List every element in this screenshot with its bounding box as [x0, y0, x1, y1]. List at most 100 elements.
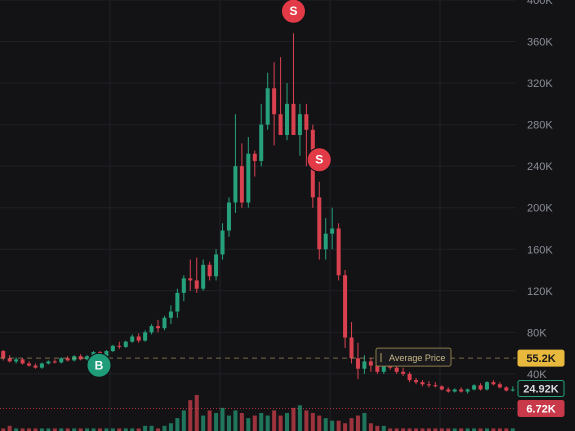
- candle-body: [291, 103, 296, 136]
- candle[interactable]: [265, 72, 270, 130]
- candle[interactable]: [246, 137, 251, 208]
- candle[interactable]: [123, 340, 128, 348]
- candle[interactable]: [426, 381, 431, 388]
- candle[interactable]: [285, 83, 290, 141]
- candle-body: [123, 341, 128, 347]
- candle[interactable]: [207, 261, 212, 281]
- candle[interactable]: [136, 333, 141, 343]
- candle[interactable]: [59, 357, 64, 364]
- sell-marker[interactable]: S: [306, 147, 332, 173]
- candle[interactable]: [188, 259, 193, 291]
- candle[interactable]: [39, 362, 44, 369]
- candle[interactable]: [117, 341, 122, 349]
- candle[interactable]: [343, 270, 348, 348]
- candle[interactable]: [65, 356, 70, 362]
- candle[interactable]: [323, 218, 328, 260]
- volume-bar: [1, 428, 6, 431]
- candle[interactable]: [233, 114, 238, 213]
- candle[interactable]: [510, 386, 515, 392]
- candle[interactable]: [317, 181, 322, 260]
- candle[interactable]: [7, 355, 12, 363]
- price-tick-label: 80K: [527, 327, 547, 339]
- candle[interactable]: [181, 275, 186, 302]
- candle[interactable]: [220, 223, 225, 260]
- candle[interactable]: [336, 223, 341, 281]
- price-tags: 55.2K 24.92K 6.72K: [517, 349, 565, 417]
- candle[interactable]: [33, 363, 38, 369]
- candle[interactable]: [355, 342, 360, 380]
- candle[interactable]: [110, 344, 115, 353]
- candle[interactable]: [465, 388, 470, 394]
- candle[interactable]: [85, 355, 90, 361]
- candle-body: [110, 345, 115, 352]
- candle[interactable]: [20, 358, 25, 365]
- candle[interactable]: [46, 360, 51, 365]
- candle[interactable]: [27, 361, 32, 367]
- candle[interactable]: [1, 349, 6, 361]
- candle-body: [27, 363, 32, 366]
- candle[interactable]: [420, 380, 425, 387]
- candle[interactable]: [401, 367, 406, 376]
- candle[interactable]: [446, 387, 451, 393]
- candle[interactable]: [272, 62, 277, 146]
- candle[interactable]: [484, 381, 489, 391]
- candle[interactable]: [14, 357, 19, 364]
- volume-bar: [220, 407, 225, 431]
- candle[interactable]: [349, 321, 354, 364]
- low-price-tag-text: 6.72K: [526, 403, 555, 415]
- volume-bar: [239, 413, 244, 431]
- candle[interactable]: [194, 257, 199, 293]
- volume-bar: [510, 428, 515, 431]
- volume-bar: [420, 428, 425, 431]
- candle-body: [343, 275, 348, 338]
- candle[interactable]: [452, 388, 457, 393]
- sell-marker[interactable]: S: [280, 0, 306, 24]
- candle[interactable]: [497, 382, 502, 389]
- price-tick-label: 240K: [527, 161, 553, 173]
- candle[interactable]: [259, 103, 264, 167]
- candle[interactable]: [78, 354, 83, 361]
- price-axis[interactable]: 400K 360K 320K 280K 240K 200K 160K 120K 80K 40K: [527, 0, 553, 381]
- candle[interactable]: [130, 334, 135, 343]
- candle[interactable]: [504, 386, 509, 392]
- candle-body: [420, 382, 425, 385]
- candle[interactable]: [252, 150, 257, 177]
- candle[interactable]: [201, 259, 206, 291]
- candle[interactable]: [52, 359, 57, 364]
- candle[interactable]: [472, 384, 477, 391]
- candle[interactable]: [149, 324, 154, 335]
- candle[interactable]: [304, 103, 309, 167]
- candle[interactable]: [368, 358, 373, 372]
- buy-marker[interactable]: B: [86, 352, 112, 378]
- candle[interactable]: [162, 315, 167, 331]
- candle[interactable]: [433, 382, 438, 388]
- volume-bar: [323, 418, 328, 431]
- candle-body: [143, 332, 148, 341]
- candle[interactable]: [439, 385, 444, 391]
- candle[interactable]: [407, 371, 412, 383]
- candle[interactable]: [226, 197, 231, 237]
- candle[interactable]: [278, 57, 283, 136]
- marker-label: S: [315, 153, 323, 167]
- candle[interactable]: [330, 207, 335, 250]
- average-price-label-box: [375, 347, 452, 367]
- candle[interactable]: [414, 378, 419, 385]
- candle[interactable]: [491, 380, 496, 386]
- trade-markers[interactable]: B S S: [86, 0, 332, 378]
- candle[interactable]: [239, 143, 244, 208]
- volume-bar: [91, 428, 96, 431]
- candle[interactable]: [156, 319, 161, 333]
- volume-bar: [214, 413, 219, 431]
- candle[interactable]: [168, 305, 173, 325]
- volume-bar: [414, 428, 419, 431]
- candle[interactable]: [143, 330, 148, 342]
- candle-body: [168, 311, 173, 318]
- candle[interactable]: [297, 103, 302, 156]
- candle[interactable]: [291, 33, 296, 136]
- candle[interactable]: [175, 288, 180, 318]
- candle[interactable]: [459, 387, 464, 393]
- candle[interactable]: [214, 249, 219, 281]
- candle[interactable]: [478, 383, 483, 391]
